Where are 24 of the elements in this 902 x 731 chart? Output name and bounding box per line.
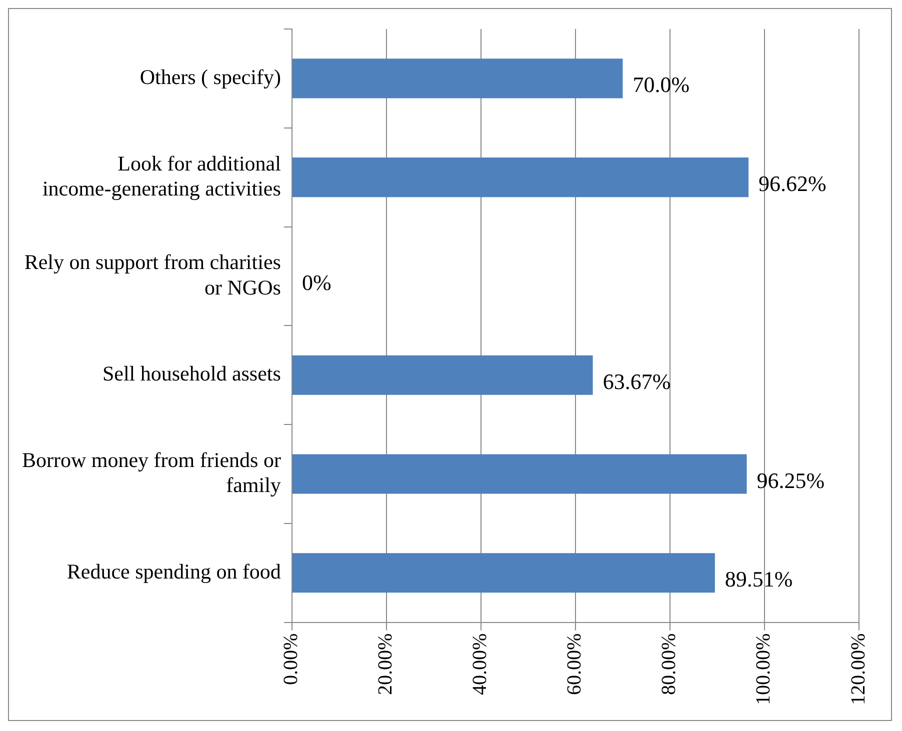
- x-tick-label: 0.00%: [280, 633, 302, 686]
- y-tick-label: Look for additional income-generating activities: [42, 151, 282, 200]
- data-label: 63.67%: [602, 368, 671, 394]
- y-tick-label: Sell household assets: [102, 362, 281, 386]
- bar: [292, 158, 749, 198]
- bar: [292, 553, 715, 593]
- bar: [292, 355, 593, 395]
- x-tick-label: 120.00%: [847, 633, 870, 706]
- x-tick-label: 40.00%: [469, 633, 492, 696]
- data-label: 0%: [302, 270, 332, 296]
- x-tick-label: 60.00%: [564, 633, 586, 696]
- y-tick-label: Reduce spending on food: [66, 559, 282, 584]
- x-tick-label: 100.00%: [752, 633, 775, 706]
- data-label: 96.25%: [756, 468, 825, 493]
- y-tick-label: Borrow money from friends or family: [22, 448, 282, 498]
- bar: [292, 454, 747, 494]
- x-tick-label: 80.00%: [658, 633, 680, 696]
- x-tick-label: 20.00%: [374, 633, 397, 696]
- data-label: 89.51%: [724, 566, 793, 592]
- y-tick-label: Others ( specify): [140, 64, 281, 89]
- data-label: 96.62%: [758, 171, 826, 196]
- bar: [292, 58, 623, 98]
- y-tick-label: Rely on support from charities or NGOs: [24, 250, 281, 300]
- data-label: 70.0%: [632, 72, 690, 98]
